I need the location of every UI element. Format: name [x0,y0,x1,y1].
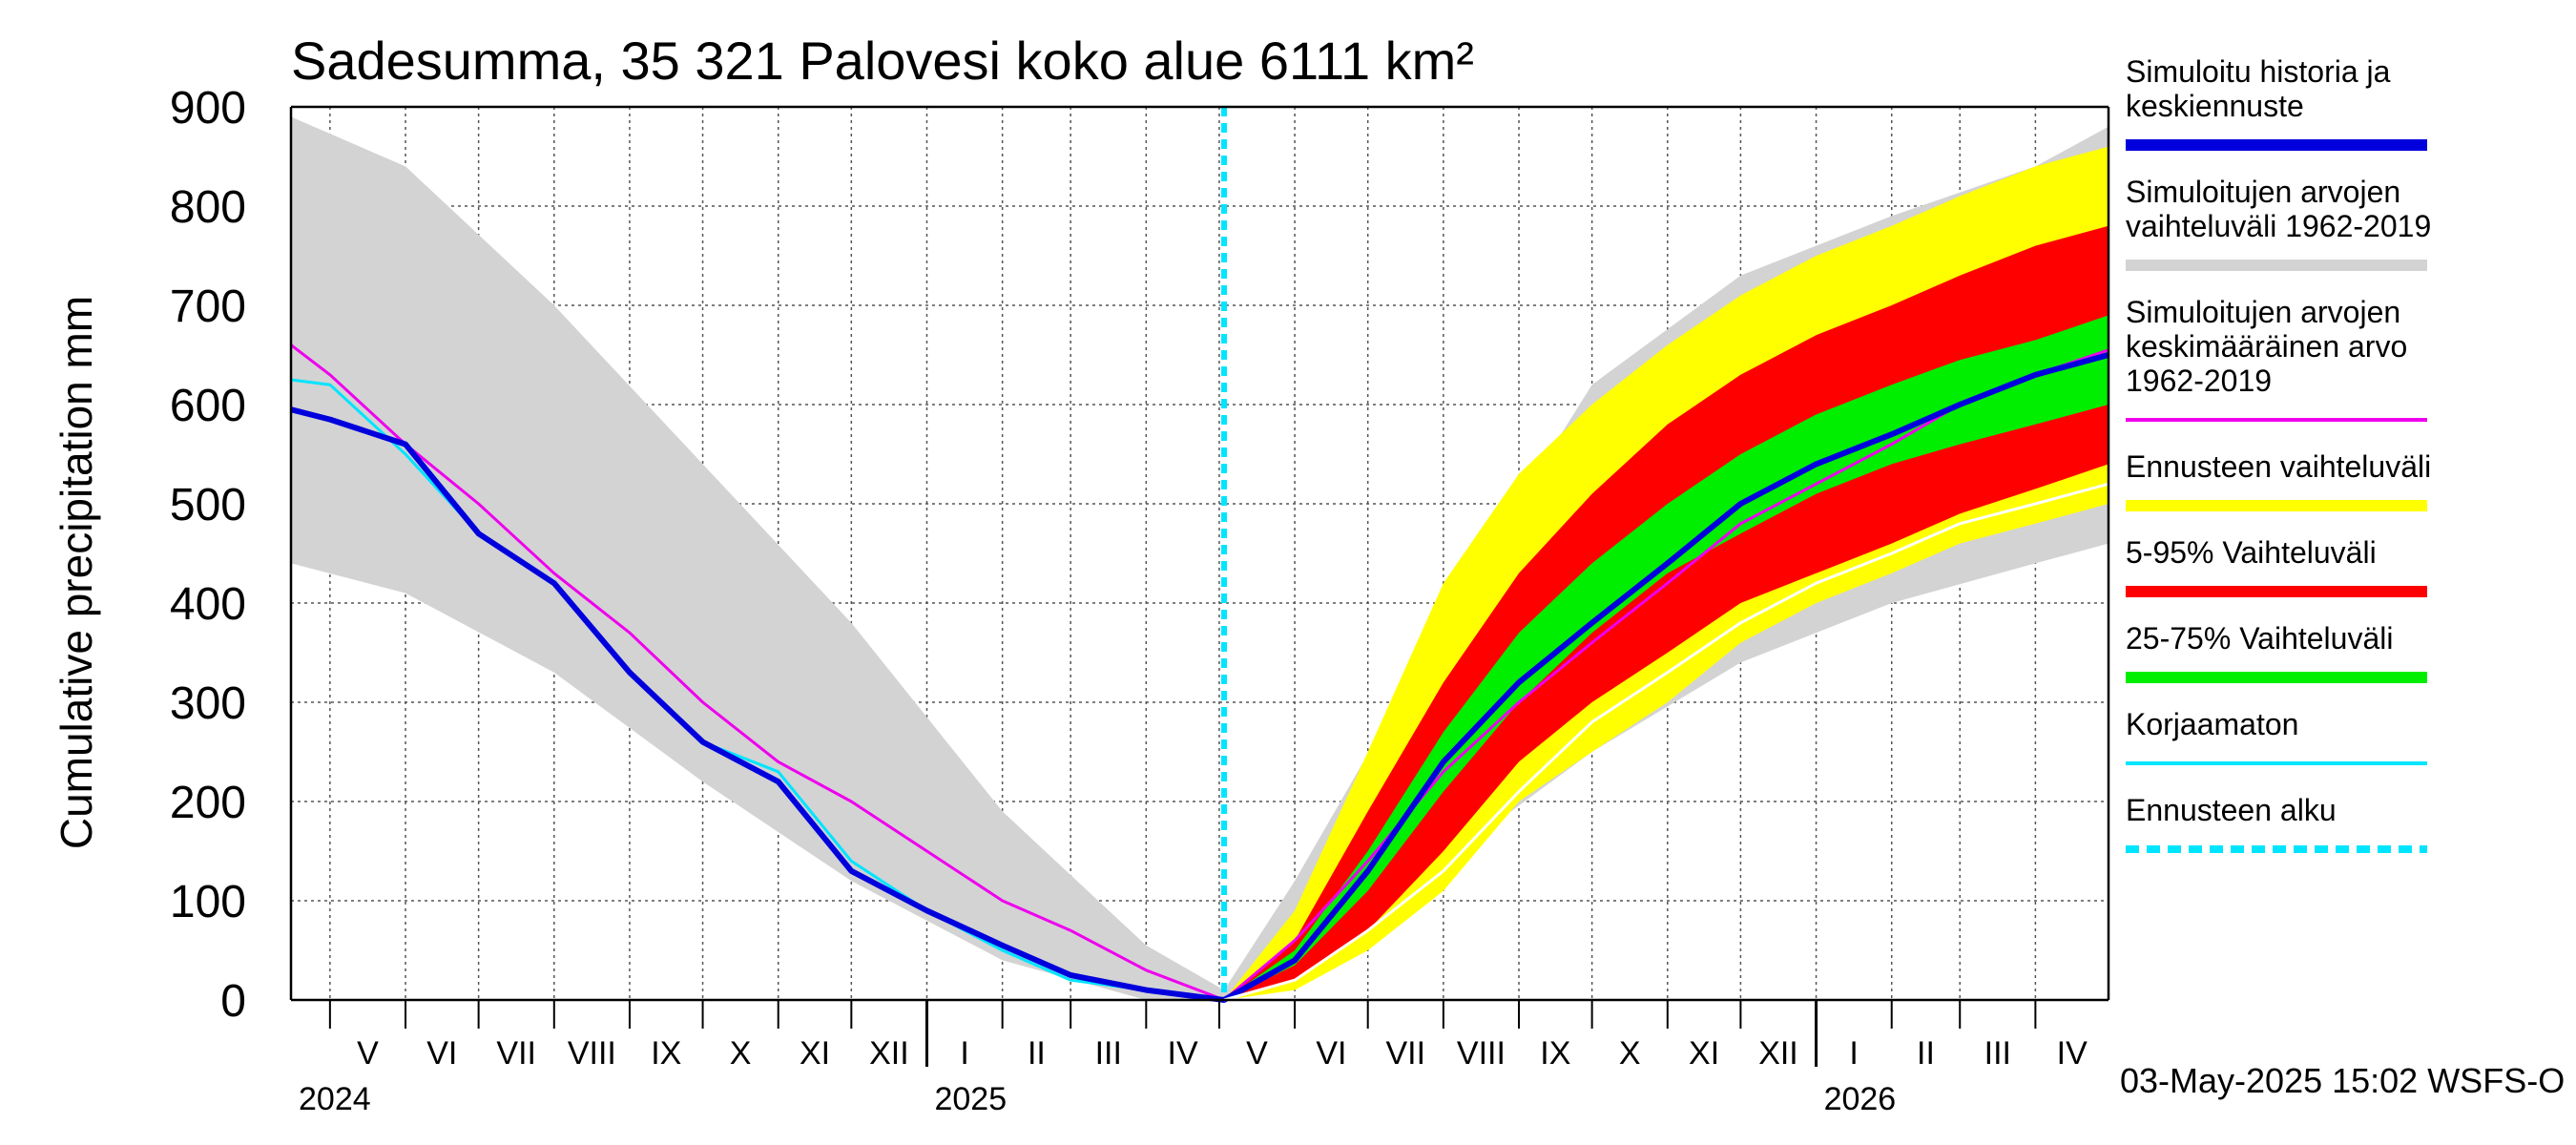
month-label: II [1028,1035,1046,1072]
y-tick-label: 300 [170,678,246,729]
legend-label: Simuloitujen arvojen [2126,295,2400,329]
bands [291,116,2109,1001]
series-line [290,344,2109,1002]
month-label: I [1849,1035,1858,1072]
legend-label: Ennusteen vaihteluväli [2126,449,2431,484]
month-label: IX [1540,1035,1570,1072]
timestamp-footer: 03-May-2025 15:02 WSFS-O [2120,1061,2565,1100]
year-label: 2024 [299,1081,371,1117]
legend-label: 5-95% Vaihteluväli [2126,535,2377,570]
month-label: VII [1385,1035,1425,1072]
series [290,344,2109,1003]
month-label: VII [496,1035,536,1072]
y-tick-label: 900 [170,83,246,134]
month-label: IX [651,1035,681,1072]
y-tick-label: 500 [170,480,246,531]
y-tick-label: 100 [170,877,246,927]
chart-title: Sadesumma, 35 321 Palovesi koko alue 611… [291,31,1474,91]
month-label: XI [1689,1035,1719,1072]
month-label: VI [1316,1035,1346,1072]
y-tick-label: 400 [170,579,246,630]
month-label: III [1095,1035,1122,1072]
y-tick-label: 700 [170,281,246,332]
y-tick-label: 800 [170,182,246,233]
year-label: 2025 [934,1081,1007,1117]
month-label: X [730,1035,752,1072]
series-line [290,378,1225,1002]
month-label: I [960,1035,968,1072]
y-tick-label: 200 [170,778,246,828]
legend-label: Korjaamaton [2126,707,2298,741]
legend-label: 1962-2019 [2126,364,2272,398]
month-label: XI [800,1035,830,1072]
y-axis-label: Cumulative precipitation mm [52,296,101,849]
legend-label: vaihteluväli 1962-2019 [2126,209,2431,243]
month-label: VIII [568,1035,616,1072]
band-area [291,116,2109,1000]
legend-label: keskimääräinen arvo [2126,329,2407,364]
legend-label: Simuloitu historia ja [2126,54,2391,89]
series-line [1223,482,2109,1002]
month-label: V [357,1035,379,1072]
legend-label: 25-75% Vaihteluväli [2126,621,2393,656]
chart-texts: Sadesumma, 35 321 Palovesi koko alue 611… [52,31,2565,1100]
month-label: IV [2057,1035,2088,1072]
series-line [290,352,2109,1003]
month-label: III [1984,1035,2011,1072]
y-tick-label: 600 [170,381,246,431]
month-label: X [1619,1035,1641,1072]
month-label: XII [1758,1035,1798,1072]
legend-label: Simuloitujen arvojen [2126,175,2400,209]
month-label: II [1917,1035,1935,1072]
y-tick-label: 0 [220,976,246,1027]
year-label: 2026 [1824,1081,1897,1117]
legend-label: keskiennuste [2126,89,2304,123]
month-label: V [1246,1035,1268,1072]
month-label: IV [1168,1035,1198,1072]
month-label: VIII [1457,1035,1506,1072]
legend-label: Ennusteen alku [2126,793,2337,827]
month-label: XII [869,1035,909,1072]
month-label: VI [426,1035,457,1072]
